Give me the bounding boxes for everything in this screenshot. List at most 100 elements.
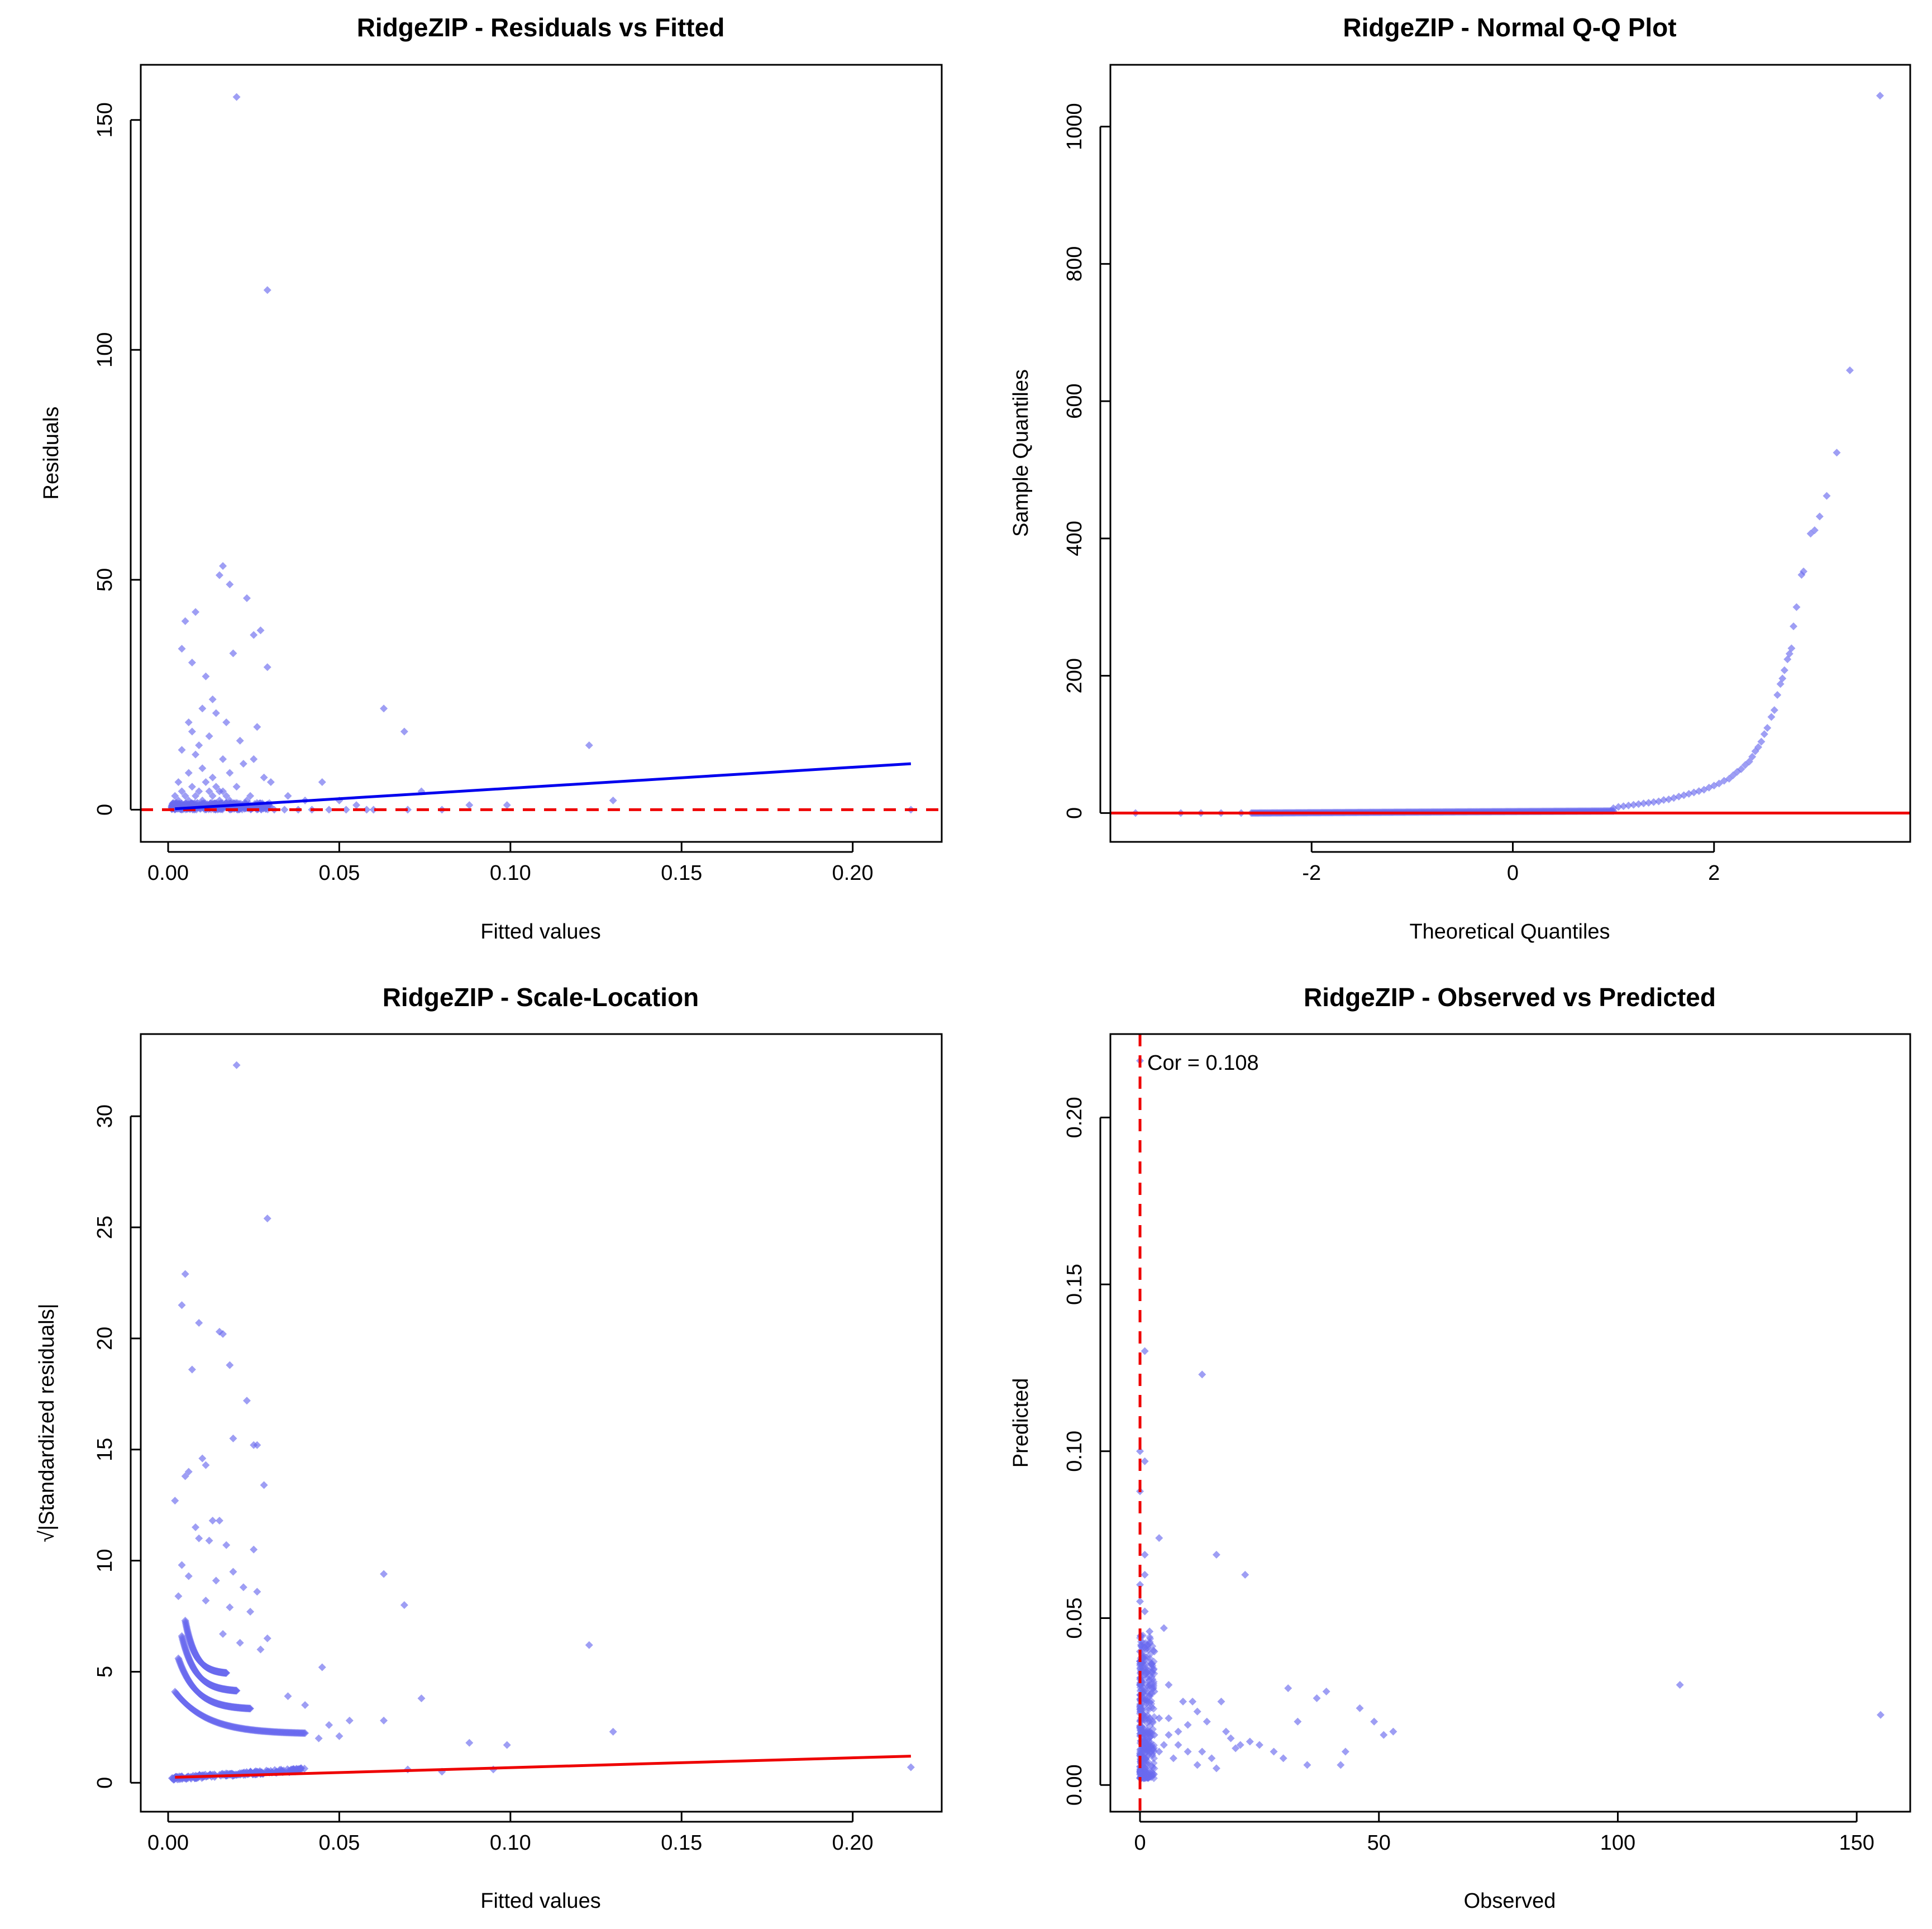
data-point (1165, 1680, 1173, 1689)
y-tick-label: 0.20 (1063, 1097, 1086, 1138)
data-point (1303, 1761, 1311, 1769)
data-point (195, 741, 203, 750)
data-point (195, 1319, 203, 1327)
data-point (465, 1739, 474, 1747)
data-point (1241, 1570, 1249, 1579)
data-point (260, 773, 268, 782)
y-tick-label: 400 (1063, 521, 1086, 556)
data-point (1141, 1671, 1149, 1679)
data-point (1179, 1697, 1187, 1706)
data-point (195, 787, 203, 796)
cluster-point (1149, 1759, 1158, 1768)
y-tick-label: 25 (93, 1216, 117, 1239)
data-point (184, 1468, 193, 1476)
data-point (242, 796, 251, 804)
data-point (256, 1645, 265, 1654)
data-point (208, 792, 217, 800)
data-point (1193, 1761, 1201, 1769)
y-axis-label: Predicted (1009, 1378, 1033, 1468)
cluster-point (1136, 1768, 1144, 1776)
data-point (280, 806, 289, 814)
data-point (1141, 1570, 1149, 1579)
smooth-fit-line (175, 762, 911, 811)
data-point (342, 806, 350, 814)
data-point (1136, 1447, 1144, 1455)
data-point (1876, 1711, 1885, 1719)
x-tick-label: 0.10 (490, 861, 531, 885)
curve-point (222, 1669, 231, 1677)
cluster-point (1140, 1725, 1148, 1733)
data-point (222, 1541, 231, 1549)
quantile-point (1823, 492, 1831, 500)
data-point (1279, 1754, 1287, 1763)
data-point (503, 1741, 511, 1749)
data-point (226, 580, 234, 589)
data-point (208, 695, 217, 703)
y-tick-label: 20 (93, 1327, 117, 1350)
data-point (325, 1721, 333, 1729)
data-point (198, 796, 207, 804)
data-point (400, 1601, 408, 1609)
curve-point (301, 1729, 309, 1737)
data-point (205, 1536, 213, 1545)
y-tick-label: 5 (93, 1666, 117, 1678)
data-point (1160, 1741, 1168, 1749)
y-tick-label: 0.10 (1063, 1431, 1086, 1472)
smooth-fit-line (175, 1755, 911, 1779)
quantile-point (1800, 567, 1808, 575)
band-point (292, 1765, 300, 1773)
data-point (219, 1330, 227, 1338)
cluster-point (1148, 1703, 1156, 1712)
quantile-point (1748, 752, 1757, 761)
data-point (380, 704, 388, 713)
data-point (215, 1516, 223, 1525)
x-axis: 0.00 0.05 0.10 0.15 0.20 (147, 1812, 874, 1855)
cluster-point (1143, 1770, 1152, 1779)
data-point (284, 792, 292, 800)
data-point (1184, 1747, 1192, 1756)
y-axis: 0 50 100 150 (93, 102, 141, 816)
data-point (1284, 1684, 1292, 1692)
data-point (222, 718, 231, 726)
data-point (1184, 1721, 1192, 1729)
quantile-point (1751, 747, 1759, 755)
quantile-point (1806, 530, 1815, 538)
panel-observed-vs-predicted: RidgeZIP - Observed vs Predicted 0 50 100 1… (1009, 983, 1911, 1913)
data-point (171, 1497, 179, 1505)
data-point (1232, 1744, 1240, 1752)
data-point (226, 769, 234, 777)
data-point (184, 796, 193, 804)
data-point (246, 792, 255, 800)
x-tick-label: -2 (1302, 861, 1321, 885)
data-point (503, 801, 511, 809)
data-point (1212, 1764, 1220, 1773)
data-point (1370, 1717, 1378, 1726)
x-tick-label: 0.15 (661, 1831, 702, 1855)
data-point (1141, 1347, 1149, 1355)
data-point (178, 746, 186, 754)
data-point (1356, 1704, 1364, 1712)
y-axis: 0 200 400 600 800 1000 (1063, 103, 1110, 819)
data-point (205, 732, 213, 740)
curve-point (246, 1704, 255, 1713)
y-tick-label: 0.15 (1063, 1264, 1086, 1305)
quantile-point (1624, 801, 1633, 809)
panel-residuals-vs-fitted: RidgeZIP - Residuals vs Fitted 0.00 0.05 0… (40, 13, 943, 944)
quantile-point (1783, 655, 1792, 664)
cluster-point (1146, 1633, 1154, 1641)
chart-title: RidgeZIP - Residuals vs Fitted (357, 13, 725, 42)
chart-title: RidgeZIP - Observed vs Predicted (1304, 983, 1716, 1012)
data-point (188, 659, 196, 666)
y-tick-label: 30 (93, 1104, 117, 1128)
y-tick-label: 150 (93, 102, 117, 137)
plot-frame (1109, 64, 1911, 843)
x-tick-label: 100 (1600, 1831, 1635, 1855)
data-point (1676, 1680, 1684, 1689)
data-point (236, 1639, 244, 1647)
data-point (188, 783, 196, 791)
y-tick-label: 0 (1063, 807, 1086, 819)
data-point (263, 1634, 271, 1642)
data-point (198, 704, 207, 713)
data-point (229, 1434, 237, 1442)
quantile-point (1629, 801, 1638, 809)
